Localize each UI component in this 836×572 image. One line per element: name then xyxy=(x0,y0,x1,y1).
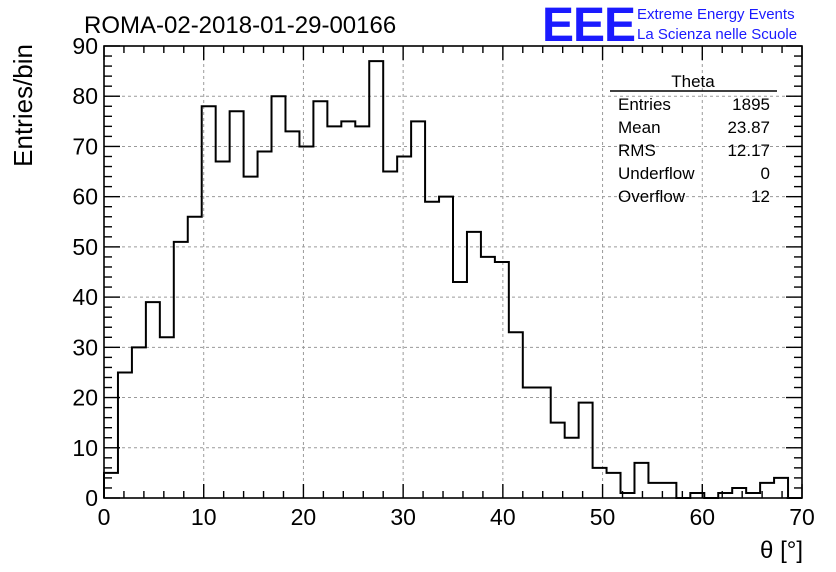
histogram-bin xyxy=(132,347,146,498)
plot-frame xyxy=(103,45,803,499)
histogram-bin xyxy=(258,151,272,498)
histogram-bin xyxy=(662,483,676,498)
histogram-bin xyxy=(327,126,341,498)
y-tick-label: 30 xyxy=(72,334,98,360)
histogram-bin xyxy=(202,106,216,498)
histogram-bin xyxy=(607,473,621,498)
x-tick-label: 60 xyxy=(689,504,715,530)
chart-title: ROMA-02-2018-01-29-00166 xyxy=(84,12,396,39)
y-tick-label: 90 xyxy=(72,33,98,59)
y-tick-label: 70 xyxy=(72,133,98,159)
y-tick-label: 20 xyxy=(72,385,98,411)
eee-logo-line2: La Scienza nelle Scuole xyxy=(637,26,797,43)
histogram-bin xyxy=(230,111,244,498)
histogram-bin xyxy=(509,332,523,498)
histogram-bin xyxy=(299,146,313,498)
y-tick-label: 10 xyxy=(72,435,98,461)
histogram-bin xyxy=(174,242,188,498)
histogram-bin xyxy=(593,468,607,498)
histogram-bin xyxy=(341,121,355,498)
y-tick-label: 80 xyxy=(72,83,98,109)
stats-label: Mean xyxy=(618,118,661,137)
y-tick-label: 60 xyxy=(72,184,98,210)
histogram-bin xyxy=(272,96,286,498)
histogram-bin xyxy=(188,217,202,498)
histogram-bin xyxy=(481,257,495,498)
histogram-bin xyxy=(313,101,327,498)
y-tick-label: 0 xyxy=(85,485,98,511)
x-tick-label: 10 xyxy=(191,504,217,530)
y-tick-label: 40 xyxy=(72,284,98,310)
x-tick-label: 50 xyxy=(590,504,616,530)
histogram-bin xyxy=(579,403,593,498)
histogram-bin xyxy=(537,388,551,498)
histogram-bin xyxy=(383,172,397,498)
stats-value: 12 xyxy=(751,187,770,206)
axis-ticks xyxy=(103,45,803,499)
stats-value: 12.17 xyxy=(727,141,770,160)
y-tick-label: 50 xyxy=(72,234,98,260)
histogram-bin xyxy=(648,483,662,498)
x-tick-labels: 0 10 20 30 40 50 60 70 xyxy=(98,504,815,530)
histogram-bin xyxy=(634,463,648,498)
x-tick-label: 20 xyxy=(291,504,317,530)
histogram-bin xyxy=(244,177,258,498)
histogram-bin xyxy=(216,162,230,498)
y-tick-labels: 0 10 20 30 40 50 60 70 80 90 xyxy=(72,33,98,511)
eee-logo-line1: Extreme Energy Events xyxy=(637,6,795,23)
histogram-bin xyxy=(397,156,411,498)
x-tick-label: 30 xyxy=(390,504,416,530)
stats-value: 0 xyxy=(761,164,770,183)
histogram-bin xyxy=(774,478,788,498)
y-axis-label: Entries/bin xyxy=(8,44,38,167)
histogram-bin xyxy=(285,131,299,498)
histogram-bin xyxy=(425,202,439,498)
x-axis-label: θ [°] xyxy=(760,537,803,564)
histogram-bin xyxy=(453,282,467,498)
x-tick-label: 70 xyxy=(789,504,815,530)
histogram-bin xyxy=(104,473,118,498)
histogram-bin xyxy=(160,337,174,498)
histogram-bin xyxy=(118,372,132,498)
eee-logo-mark: EEE xyxy=(542,0,635,52)
stats-label: Underflow xyxy=(618,164,695,183)
histogram-bin xyxy=(495,262,509,498)
histogram-bin xyxy=(439,197,453,498)
x-tick-label: 40 xyxy=(490,504,516,530)
histogram-bin xyxy=(369,61,383,498)
histogram-bin xyxy=(732,488,746,498)
stats-box: Theta Entries 1895 Mean 23.87 RMS 12.17 Underf… xyxy=(610,72,777,206)
stats-value: 1895 xyxy=(732,95,770,114)
histogram-series xyxy=(103,60,802,499)
eee-logo: EEE Extreme Energy Events La Scienza nel… xyxy=(542,0,797,52)
stats-box-title: Theta xyxy=(671,72,715,91)
histogram-bin xyxy=(523,388,537,498)
stats-value: 23.87 xyxy=(727,118,770,137)
histogram-bin xyxy=(551,423,565,498)
histogram-bin xyxy=(565,438,579,498)
stats-label: RMS xyxy=(618,141,656,160)
histogram-bin xyxy=(146,302,160,498)
histogram-bin xyxy=(411,121,425,498)
histogram-bin xyxy=(467,232,481,498)
x-tick-label: 0 xyxy=(98,504,111,530)
stats-label: Entries xyxy=(618,95,671,114)
stats-label: Overflow xyxy=(618,187,686,206)
histogram-bin xyxy=(355,126,369,498)
